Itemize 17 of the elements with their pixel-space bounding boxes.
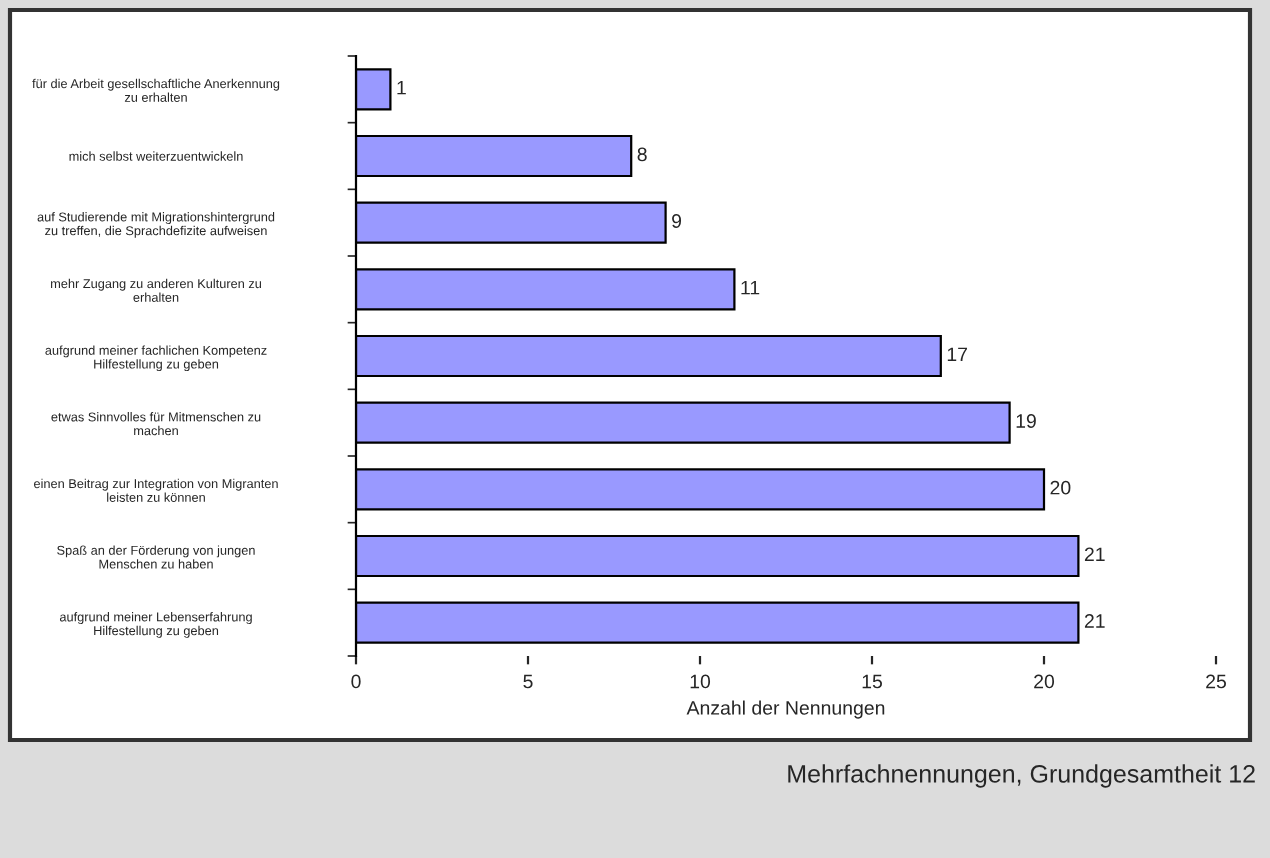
- x-tick-label: 25: [1206, 674, 1226, 689]
- x-tick-label: 20: [1034, 674, 1055, 689]
- text: Mehrfachnennungen, Grundgesamtheit 12: [788, 764, 1255, 788]
- x-tick-label: 10: [690, 674, 711, 689]
- data-label: 21: [1084, 614, 1105, 628]
- data-label: 17: [947, 347, 968, 362]
- data-label: 8: [637, 147, 647, 162]
- data-label: 19: [1016, 414, 1036, 428]
- data-label: 1: [397, 80, 406, 95]
- x-axis-title: Anzahl der Nennungen: [686, 700, 885, 719]
- data-label: 11: [741, 280, 760, 295]
- x-tick-label: 15: [862, 674, 882, 689]
- x-tick-label: 5: [523, 674, 533, 689]
- x-tick-label: 0: [351, 674, 361, 689]
- data-label: 21: [1084, 547, 1105, 562]
- data-label: 9: [672, 214, 682, 228]
- data-label: 20: [1050, 480, 1071, 495]
